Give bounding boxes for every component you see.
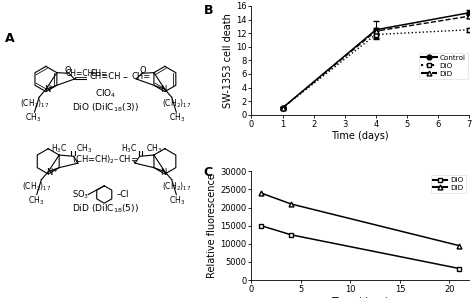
Text: (CH$_2$)$_{17}$: (CH$_2$)$_{17}$ xyxy=(162,98,191,111)
Text: CH=: CH= xyxy=(131,72,150,81)
Text: +: + xyxy=(48,85,54,89)
Text: N: N xyxy=(44,85,50,94)
Y-axis label: Relative fluorescence: Relative fluorescence xyxy=(207,173,218,278)
DiO xyxy=(288,233,294,237)
Text: CH$_3$: CH$_3$ xyxy=(169,194,185,207)
Text: +: + xyxy=(52,168,57,173)
Text: CH=CH: CH=CH xyxy=(90,72,121,81)
DiD xyxy=(258,191,264,195)
Line: DiD: DiD xyxy=(259,191,462,248)
Text: (CH=CH)$_2$–CH=: (CH=CH)$_2$–CH= xyxy=(72,154,138,167)
Text: B: B xyxy=(203,4,213,17)
Legend: DiO, DiD: DiO, DiD xyxy=(431,175,465,193)
Legend: Control, DiO, DiD: Control, DiO, DiD xyxy=(419,53,468,79)
Text: A: A xyxy=(5,32,15,45)
Text: CH=: CH= xyxy=(91,69,108,78)
Text: CH=CH: CH=CH xyxy=(66,69,94,78)
X-axis label: Time (days): Time (days) xyxy=(331,131,389,141)
Text: –: – xyxy=(122,72,128,82)
Text: CH$_3$: CH$_3$ xyxy=(27,194,44,207)
Text: N: N xyxy=(46,168,53,177)
Text: SO$_3$: SO$_3$ xyxy=(72,188,89,201)
Text: O: O xyxy=(140,66,146,75)
Text: C: C xyxy=(203,166,212,179)
DiO xyxy=(258,224,264,227)
Text: H$_3$C: H$_3$C xyxy=(51,142,67,155)
Y-axis label: SW-1353 cell death: SW-1353 cell death xyxy=(223,13,233,108)
Text: N: N xyxy=(161,85,167,94)
Text: DiO (DiIC$_{18}$(3)): DiO (DiIC$_{18}$(3)) xyxy=(72,101,139,114)
Text: (CH$_2$)$_{17}$: (CH$_2$)$_{17}$ xyxy=(20,98,49,111)
Text: (CH$_2$)$_{17}$: (CH$_2$)$_{17}$ xyxy=(22,180,51,193)
Text: ClO$_4$: ClO$_4$ xyxy=(95,88,116,100)
Text: CH$_3$: CH$_3$ xyxy=(169,112,185,124)
Text: DiD (DiIC$_{18}$(5)): DiD (DiIC$_{18}$(5)) xyxy=(72,203,139,215)
DiO xyxy=(456,267,462,270)
Text: H$_3$C: H$_3$C xyxy=(120,142,137,155)
Text: CH$_3$: CH$_3$ xyxy=(76,142,92,155)
Text: CH$_3$: CH$_3$ xyxy=(146,142,162,155)
DiD xyxy=(456,244,462,247)
Text: –Cl: –Cl xyxy=(117,190,129,199)
Text: –: – xyxy=(91,69,96,78)
Text: (CH$_2$)$_{17}$: (CH$_2$)$_{17}$ xyxy=(162,180,191,193)
X-axis label: Time (days): Time (days) xyxy=(331,297,389,298)
Line: DiO: DiO xyxy=(259,223,462,271)
Text: O: O xyxy=(64,66,71,75)
Text: N: N xyxy=(160,168,166,177)
Text: CH$_3$: CH$_3$ xyxy=(25,112,41,124)
DiD xyxy=(288,202,294,206)
